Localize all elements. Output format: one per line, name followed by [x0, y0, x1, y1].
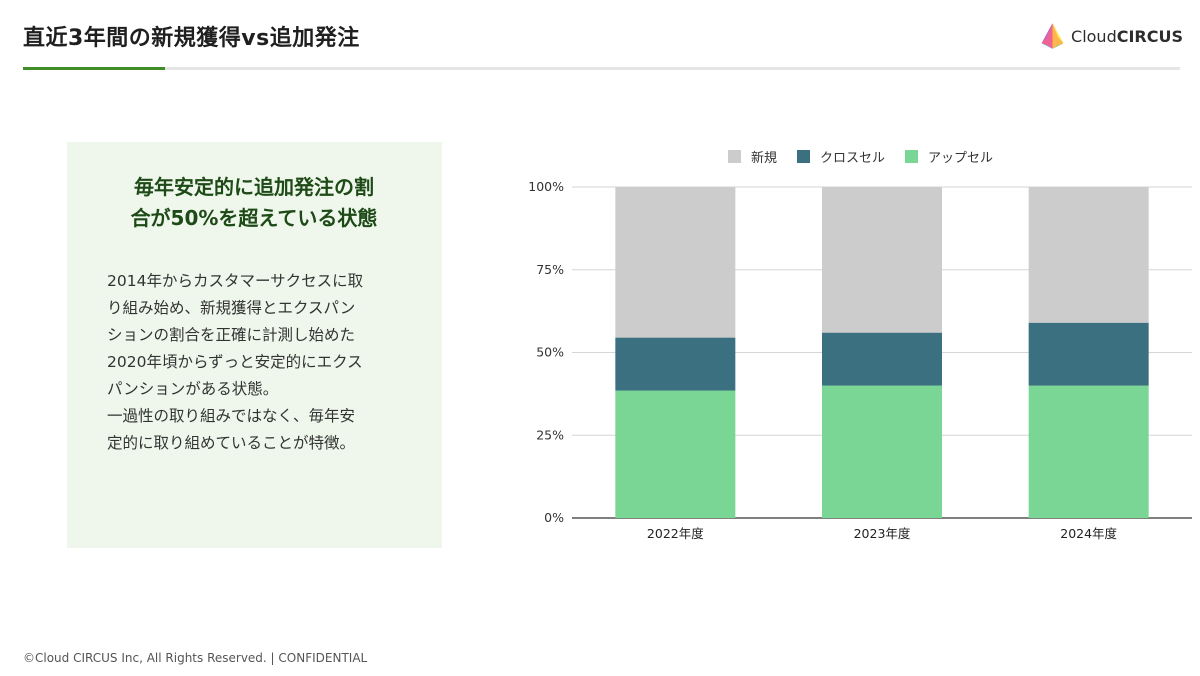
page-title: 直近3年間の新規獲得vs追加発注 [23, 26, 360, 51]
legend-item: 新規 [728, 147, 777, 166]
title-divider [23, 67, 1180, 70]
copyright-footer: ©Cloud CIRCUS Inc, All Rights Reserved. … [23, 651, 368, 665]
bar-segment [615, 390, 736, 518]
y-tick-label: 75% [536, 262, 564, 277]
logo-text-bold: CIRCUS [1116, 26, 1183, 46]
bar-segment [822, 385, 942, 518]
legend-swatch [905, 149, 919, 163]
title-divider-accent [23, 67, 165, 70]
legend-label: クロスセル [820, 150, 886, 166]
y-tick-label: 25% [536, 427, 564, 442]
bar-segment [822, 332, 942, 386]
cloud-circus-logo: CloudCIRCUS [1038, 18, 1183, 54]
y-tick-label: 50% [536, 345, 564, 360]
summary-panel: 毎年安定的に追加発注の割 合が50%を超えている状態 2014年からカスタマーサク… [67, 142, 442, 548]
y-tick-label: 100% [528, 179, 564, 194]
bar-segment [1028, 187, 1149, 323]
legend-label: アップセル [928, 150, 994, 166]
chart-plot: 0% 25% 50% 75% 100% 2022年度 2023年度 2024年度 [528, 179, 1192, 541]
prism-logo-icon [1041, 23, 1064, 49]
stacked-bar-chart: 新規 クロスセル アップセル 0% 25% 50% 75% 100% 2022年度 2023年度… [500, 130, 1200, 560]
legend-item: クロスセル [797, 147, 885, 166]
chart-legend: 新規 クロスセル アップセル [728, 146, 1013, 166]
logo-wordmark: CloudCIRCUS [1071, 27, 1183, 46]
legend-item: アップセル [905, 147, 993, 166]
legend-swatch [728, 149, 741, 163]
x-tick-label: 2023年度 [854, 526, 911, 541]
x-tick-label: 2022年度 [647, 526, 704, 541]
bar-segment [615, 187, 736, 338]
bar-segment [1028, 385, 1149, 518]
logo-text-light: Cloud [1071, 26, 1117, 46]
legend-label: 新規 [751, 150, 778, 166]
bar-segment [822, 187, 942, 333]
bar-segment [615, 337, 736, 391]
panel-body-text: 2014年からカスタマーサクセスに取 り組み始め、新規獲得とエクスパン ションの… [107, 272, 364, 452]
panel-heading: 毎年安定的に追加発注の割 合が50%を超えている状態 [89, 172, 419, 234]
bar-segment [1028, 322, 1149, 386]
panel-heading-text: 毎年安定的に追加発注の割 合が50%を超えている状態 [130, 175, 378, 230]
legend-swatch [797, 149, 811, 163]
y-tick-label: 0% [544, 510, 564, 525]
x-tick-label: 2024年度 [1060, 526, 1117, 541]
